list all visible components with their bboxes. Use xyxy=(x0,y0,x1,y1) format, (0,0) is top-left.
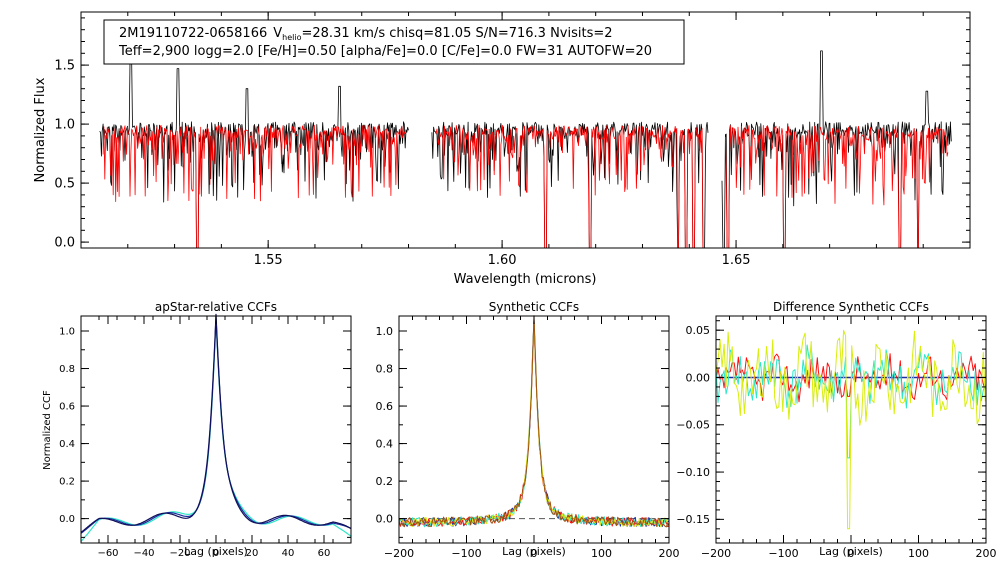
synthetic-ccf-title: Synthetic CCFs xyxy=(489,300,579,314)
difference-ccf-ticks: −200 −100 0 100 200 −0.15 −0.10 −0.05 0.00 0.05 xyxy=(676,316,997,560)
apstar-ccf-xtick-label: 0 xyxy=(213,548,219,559)
spectrum-annotation-box xyxy=(103,19,685,65)
apstar-ccf-xtick-label: −20 xyxy=(169,548,190,559)
spectrum-annotation-line2: Teff=2,900 logg=2.0 [Fe/H]=0.50 [alpha/F… xyxy=(118,44,652,59)
spectrum-ytick-label: 1.5 xyxy=(54,59,75,74)
difference-ccf-xtick-label: 0 xyxy=(848,547,855,560)
spectrum-xlabel: Wavelength (microns) xyxy=(454,272,597,287)
spectrum-plot-area xyxy=(99,50,952,249)
synthetic-ccf-ytick-label: 0.4 xyxy=(376,437,394,450)
spectrum-xtick-label: 1.55 xyxy=(254,253,283,268)
difference-ccf-diff-1 xyxy=(715,353,986,403)
apstar-ccf-xtick-label: 20 xyxy=(246,548,259,559)
apstar-ccf-ytick-label: 0.0 xyxy=(59,514,75,525)
difference-ccf-diff-3 xyxy=(715,329,986,530)
spectrum-xtick-label: 1.65 xyxy=(722,253,751,268)
spectrum-panel: 1.55 1.60 1.65 0.0 0.5 1.0 1.5 2M19110722-0658… xyxy=(33,11,971,287)
difference-ccf-plot-area xyxy=(715,329,986,530)
apstar-ccf-combined xyxy=(80,313,352,533)
synthetic-ccf-xtick-label: 100 xyxy=(591,547,612,560)
difference-ccf-xtick-label: −200 xyxy=(701,547,731,560)
apstar-ccf-ticks: −60 −40 −20 0 20 40 60 0.0 0.2 0.4 0.6 0.8 1.0 xyxy=(59,316,352,559)
apstar-ccf-ytick-label: 0.6 xyxy=(59,402,75,413)
difference-ccf-xtick-label: −100 xyxy=(768,547,798,560)
difference-ccf-ytick-label: −0.10 xyxy=(676,466,710,479)
synthetic-ccf-xtick-label: 0 xyxy=(531,547,538,560)
apstar-ccf-ytick-label: 0.4 xyxy=(59,439,75,450)
apstar-ccf-xtick-label: −40 xyxy=(133,548,154,559)
synthetic-ccf-xtick-label: 200 xyxy=(659,547,680,560)
apstar-ccf-xlabel: Lag (pixels) xyxy=(184,545,248,558)
spectrum-ytick-label: 0.0 xyxy=(54,236,75,251)
spectrum-xtick-label: 1.60 xyxy=(488,253,517,268)
spectrum-axes-frame xyxy=(80,11,971,249)
difference-ccf-ytick-label: 0.05 xyxy=(686,324,711,337)
spectrum-model-chip-2 xyxy=(435,124,705,249)
difference-ccf-xtick-label: 200 xyxy=(976,547,997,560)
spectrum-ytick-label: 0.5 xyxy=(54,177,75,192)
synthetic-ccf-ticks: −200 −100 0 100 200 0.0 0.2 0.4 0.6 0.8 1.0 xyxy=(376,316,680,560)
synthetic-ccf-ytick-label: 0.0 xyxy=(376,512,394,525)
synthetic-ccf-xtick-label: −100 xyxy=(451,547,481,560)
apstar-ccf-ytick-label: 0.2 xyxy=(59,477,75,488)
synthetic-ccf-ytick-label: 1.0 xyxy=(376,325,394,338)
spectrum-model-chip-3 xyxy=(725,125,949,249)
apstar-ccf-xtick-label: −60 xyxy=(97,548,118,559)
synthetic-ccf-xlabel: Lag (pixels) xyxy=(502,545,566,558)
apstar-ccf-ytick-label: 0.8 xyxy=(59,364,75,375)
difference-ccf-xtick-label: 100 xyxy=(908,547,929,560)
difference-ccf-ytick-label: −0.05 xyxy=(676,419,710,432)
synthetic-ccf-ytick-label: 0.6 xyxy=(376,400,394,413)
apstar-ccf-xtick-label: 60 xyxy=(318,548,331,559)
apstar-ccf-xtick-label: 40 xyxy=(282,548,295,559)
apstar-ccf-title: apStar-relative CCFs xyxy=(155,300,277,314)
spectrum-ticks: 1.55 1.60 1.65 0.0 0.5 1.0 1.5 xyxy=(54,12,970,268)
difference-ccf-title: Difference Synthetic CCFs xyxy=(773,300,929,314)
synthetic-ccf-ytick-label: 0.2 xyxy=(376,475,394,488)
difference-ccf-ytick-label: 0.00 xyxy=(686,371,711,384)
difference-ccf-ytick-label: −0.15 xyxy=(676,513,710,526)
spectrum-annotation-line1: 2M19110722-0658166 Vhelio=28.31 km/s chis… xyxy=(119,26,613,42)
apstar-ccf-ytick-label: 1.0 xyxy=(59,327,75,338)
spectrum-ylabel: Normalized Flux xyxy=(33,77,48,182)
synthetic-ccf-panel: Synthetic CCFs −200 −100 0 100 200 0.0 0.2 0.4 0… xyxy=(376,300,680,560)
spectrum-observed-chip-3 xyxy=(721,50,952,249)
difference-ccf-panel: Difference Synthetic CCFs −200 −100 0 100 20… xyxy=(676,300,996,560)
apstar-ccf-ylabel: Normalized CCF xyxy=(42,390,53,470)
difference-ccf-xlabel: Lag (pixels) xyxy=(819,545,883,558)
synthetic-ccf-ytick-label: 0.8 xyxy=(376,362,394,375)
apstar-ccf-panel: apStar-relative CCFs −60 −40 −20 0 20 40 60 0.0… xyxy=(42,300,352,559)
synthetic-ccf-xtick-label: −200 xyxy=(384,547,414,560)
spectrum-model-chip-1 xyxy=(102,124,406,249)
spectrum-ytick-label: 1.0 xyxy=(54,118,75,133)
